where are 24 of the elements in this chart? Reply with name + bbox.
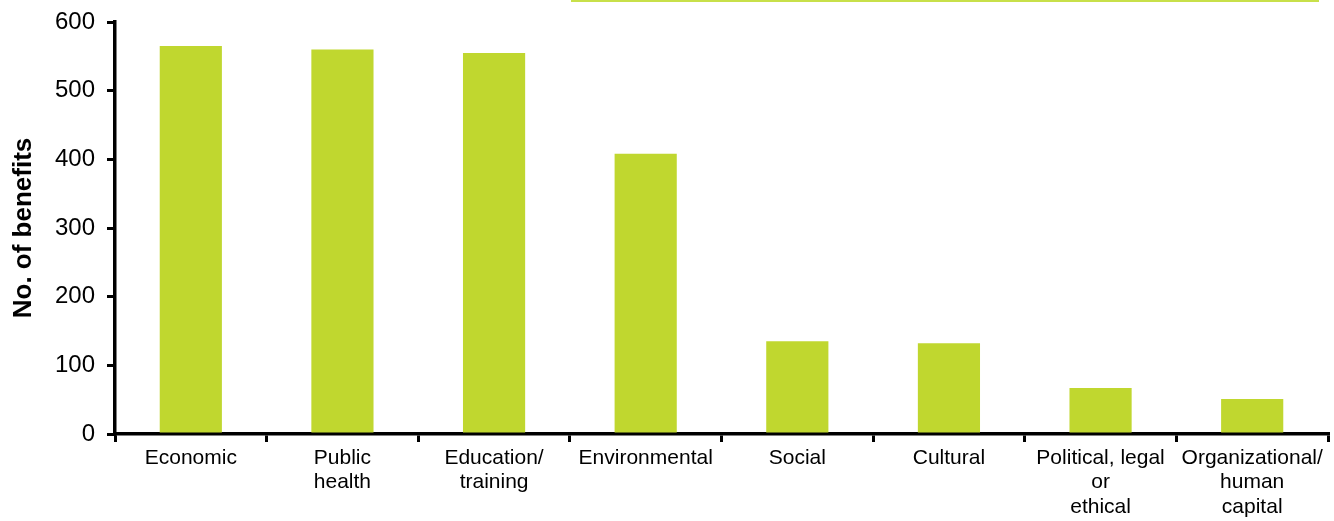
bar xyxy=(614,153,677,433)
y-tick-label: 0 xyxy=(81,418,95,446)
y-tick-label: 200 xyxy=(54,281,95,309)
y-tick-label: 500 xyxy=(54,75,95,103)
y-tick-label: 600 xyxy=(54,6,95,34)
y-tick-label: 400 xyxy=(54,143,95,171)
bar xyxy=(1069,387,1132,433)
y-tick-label: 300 xyxy=(54,212,95,240)
x-tick-label: Organizational/ human capital xyxy=(1181,444,1323,517)
x-tick-label: Environmental xyxy=(578,444,713,468)
bar xyxy=(311,49,374,433)
y-tick-label: 100 xyxy=(54,349,95,377)
x-tick-label: Economic xyxy=(144,444,237,468)
x-tick-label: Cultural xyxy=(912,444,986,468)
y-axis-title: No. of benefits xyxy=(6,137,37,319)
bar xyxy=(917,343,981,433)
x-tick-label: Political, legal or ethical xyxy=(1036,444,1165,517)
bar xyxy=(462,52,526,433)
bar xyxy=(766,341,829,433)
x-tick-label: Public health xyxy=(313,444,372,493)
bar xyxy=(159,46,222,433)
bar xyxy=(1221,398,1284,433)
x-tick-label: Education/ training xyxy=(444,444,544,493)
x-tick-label: Social xyxy=(768,444,826,468)
